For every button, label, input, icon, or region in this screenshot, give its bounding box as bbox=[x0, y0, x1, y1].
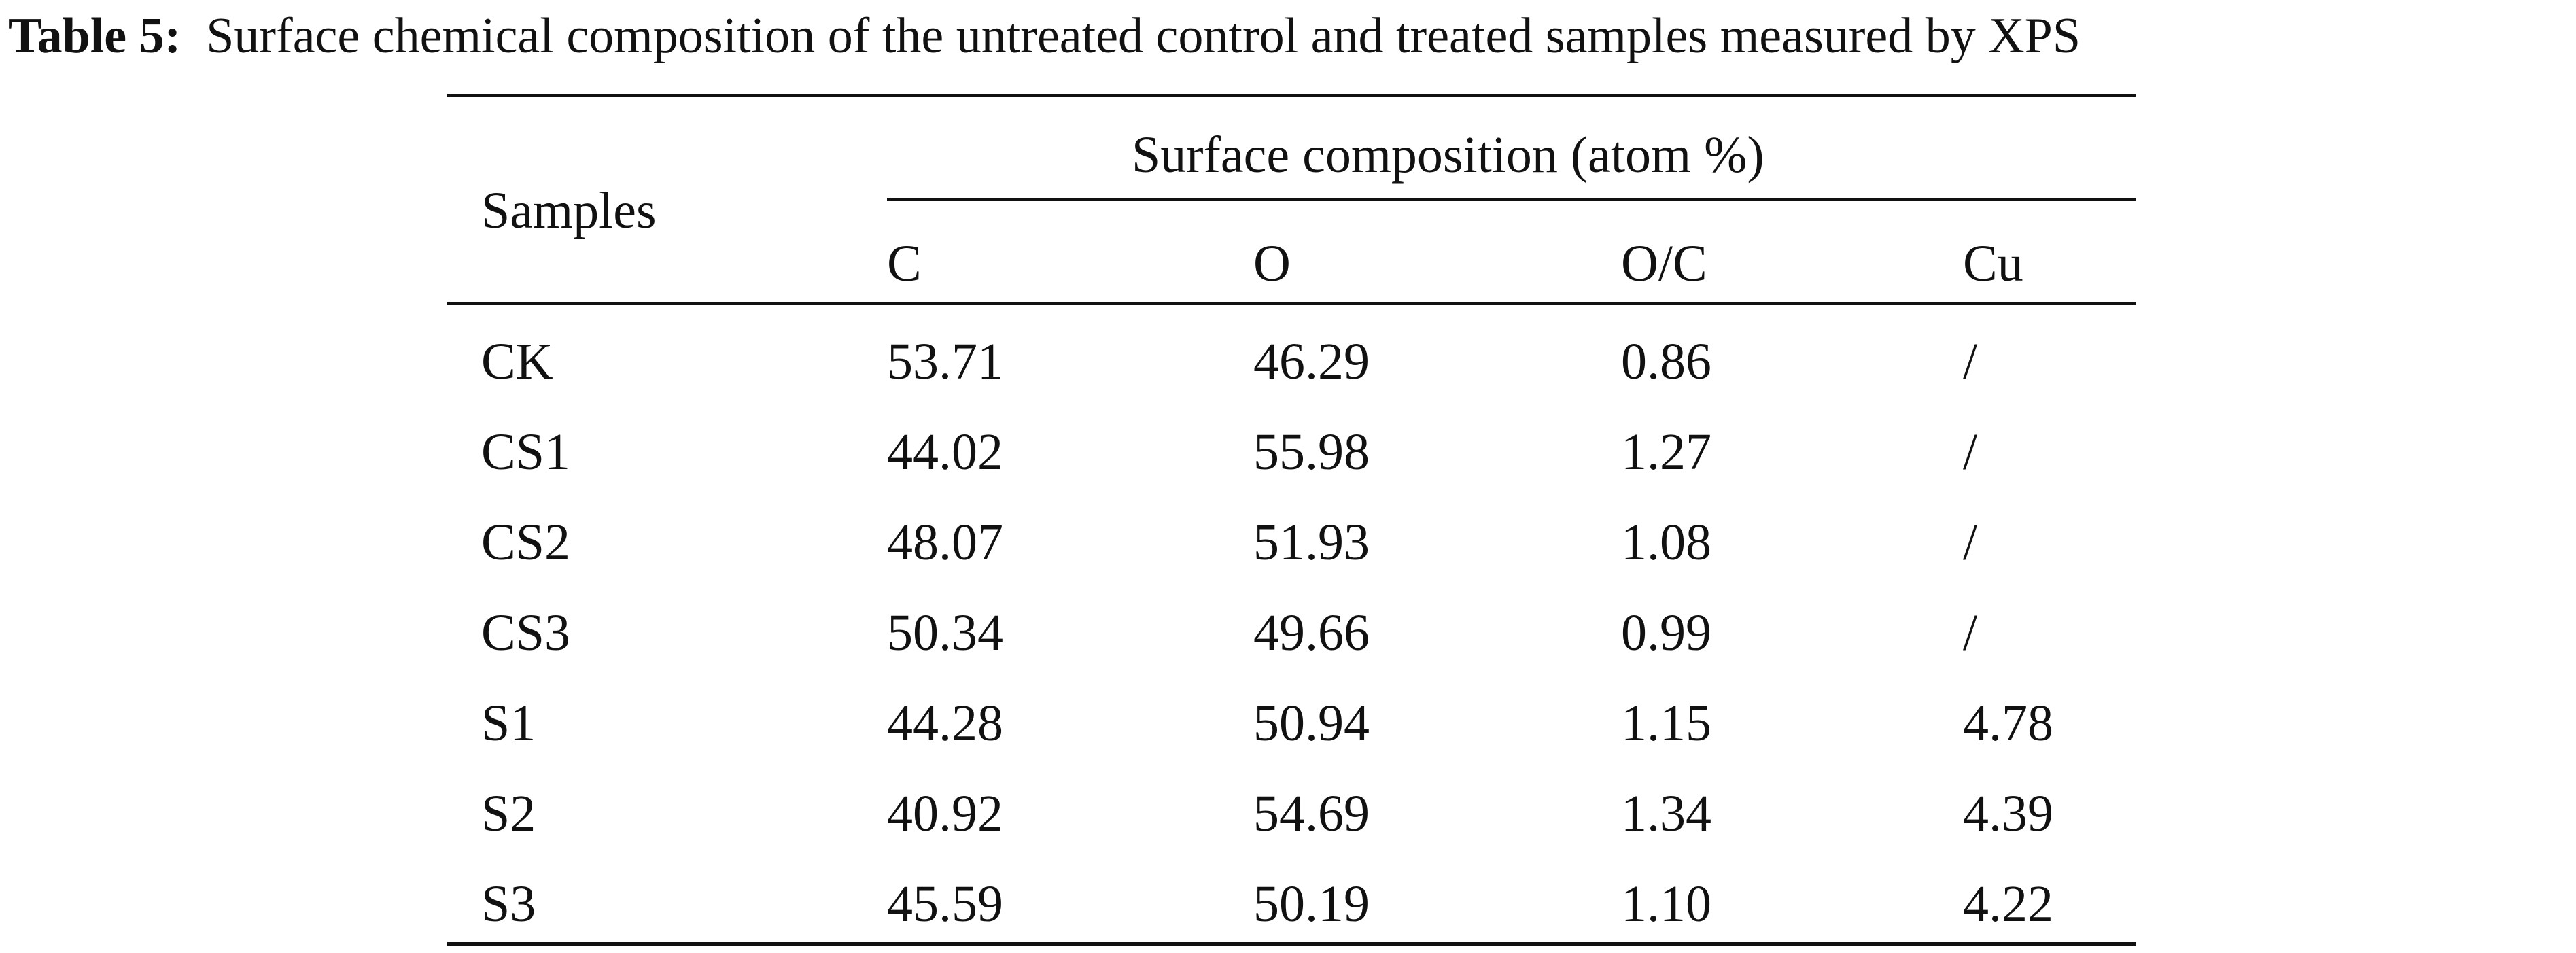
bottom-rule bbox=[447, 942, 2136, 946]
group-header: Surface composition (atom %) bbox=[1132, 126, 1764, 184]
cell: 1.34 bbox=[1621, 785, 1711, 842]
row-label: CS3 bbox=[481, 604, 570, 661]
row-label: S2 bbox=[481, 785, 536, 842]
cell: 44.02 bbox=[887, 423, 1003, 481]
row-label: CS1 bbox=[481, 423, 570, 481]
cell: 51.93 bbox=[1253, 514, 1370, 571]
column-header: C bbox=[887, 235, 922, 292]
column-header: Cu bbox=[1963, 235, 2023, 292]
cell: 4.78 bbox=[1963, 695, 2053, 752]
cell: 44.28 bbox=[887, 695, 1003, 752]
cell: 1.08 bbox=[1621, 514, 1711, 571]
cell: 55.98 bbox=[1253, 423, 1370, 481]
cell: 50.34 bbox=[887, 604, 1003, 661]
cell: / bbox=[1963, 333, 1978, 390]
cell: 1.27 bbox=[1621, 423, 1711, 481]
cell: / bbox=[1963, 604, 1978, 661]
row-label: CK bbox=[481, 333, 553, 390]
column-header: O/C bbox=[1621, 235, 1707, 292]
cell: 54.69 bbox=[1253, 785, 1370, 842]
header-rule bbox=[447, 302, 2136, 305]
cell: 4.22 bbox=[1963, 876, 2053, 933]
cell: 50.19 bbox=[1253, 876, 1370, 933]
row-header: Samples bbox=[481, 182, 657, 239]
cell: 1.10 bbox=[1621, 876, 1711, 933]
cell: 48.07 bbox=[887, 514, 1003, 571]
table-caption: Table 5: Surface chemical composition of… bbox=[8, 11, 2081, 61]
row-label: S1 bbox=[481, 695, 536, 752]
cell: 53.71 bbox=[887, 333, 1003, 390]
cell: 49.66 bbox=[1253, 604, 1370, 661]
cell: 46.29 bbox=[1253, 333, 1370, 390]
caption-label: Table 5: bbox=[8, 8, 181, 64]
row-label: S3 bbox=[481, 876, 536, 933]
cell: 0.86 bbox=[1621, 333, 1711, 390]
top-rule bbox=[447, 94, 2136, 97]
row-label: CS2 bbox=[481, 514, 570, 571]
caption-text: Surface chemical composition of the untr… bbox=[206, 8, 2081, 64]
column-header: O bbox=[1253, 235, 1291, 292]
group-rule bbox=[887, 198, 2136, 201]
cell: 0.99 bbox=[1621, 604, 1711, 661]
cell: 4.39 bbox=[1963, 785, 2053, 842]
cell: 50.94 bbox=[1253, 695, 1370, 752]
cell: / bbox=[1963, 423, 1978, 481]
cell: 40.92 bbox=[887, 785, 1003, 842]
cell: / bbox=[1963, 514, 1978, 571]
cell: 1.15 bbox=[1621, 695, 1711, 752]
cell: 45.59 bbox=[887, 876, 1003, 933]
